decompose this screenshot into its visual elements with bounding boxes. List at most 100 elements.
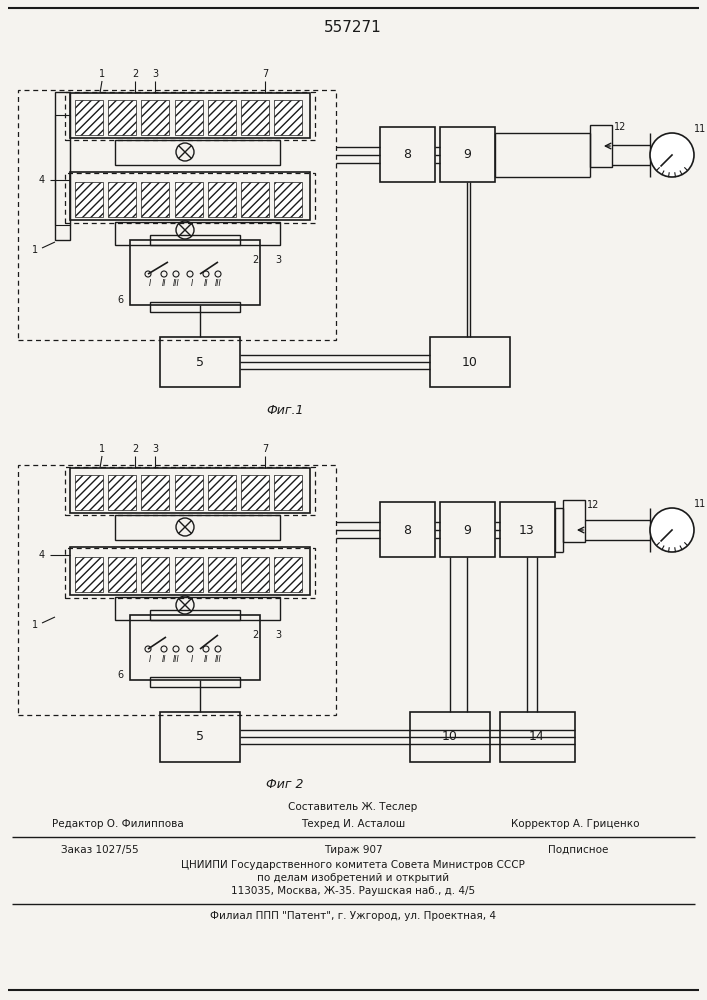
Bar [175, 557, 203, 592]
Bar [115, 597, 280, 620]
Bar [500, 502, 555, 557]
Text: 12: 12 [614, 122, 626, 132]
Bar [274, 100, 302, 135]
Text: 2: 2 [252, 630, 258, 640]
Text: 3: 3 [275, 255, 281, 265]
Text: 2: 2 [132, 444, 138, 454]
Text: 13: 13 [519, 524, 535, 536]
Text: Составитель Ж. Теслер: Составитель Ж. Теслер [288, 802, 418, 812]
Bar [380, 127, 435, 182]
Bar [141, 475, 169, 510]
Bar [208, 557, 236, 592]
Text: 1: 1 [32, 620, 38, 630]
Bar [65, 92, 315, 140]
Text: 5: 5 [196, 730, 204, 744]
Text: 1: 1 [32, 245, 38, 255]
Bar [241, 100, 269, 135]
Bar [175, 100, 203, 135]
Bar [274, 475, 302, 510]
Bar [150, 677, 240, 687]
Bar [108, 557, 136, 592]
Bar [241, 557, 269, 592]
Bar [150, 235, 240, 245]
Bar [108, 182, 136, 217]
Text: Заказ 1027/55: Заказ 1027/55 [62, 845, 139, 855]
Text: 9: 9 [463, 148, 471, 161]
Bar [440, 502, 495, 557]
Text: 10: 10 [442, 730, 458, 744]
Text: 8: 8 [403, 148, 411, 161]
Text: 1: 1 [99, 444, 105, 454]
Text: II: II [162, 279, 166, 288]
Bar [160, 712, 240, 762]
Bar [175, 475, 203, 510]
Text: III: III [215, 654, 221, 664]
Bar [115, 515, 280, 540]
Text: II: II [204, 279, 209, 288]
Text: III: III [173, 279, 180, 288]
Text: Корректор А. Гриценко: Корректор А. Гриценко [510, 819, 639, 829]
Bar [241, 475, 269, 510]
Text: 2: 2 [132, 69, 138, 79]
Text: 3: 3 [275, 630, 281, 640]
Bar [55, 115, 70, 225]
Circle shape [650, 508, 694, 552]
Bar [75, 557, 103, 592]
Text: Тираж 907: Тираж 907 [324, 845, 382, 855]
Text: Редактор О. Филиппова: Редактор О. Филиппова [52, 819, 184, 829]
Text: I: I [191, 279, 193, 288]
Bar [150, 302, 240, 312]
Bar [115, 140, 280, 165]
Text: 14: 14 [529, 730, 545, 744]
Text: 9: 9 [463, 524, 471, 536]
Text: 5: 5 [196, 356, 204, 368]
Bar [75, 475, 103, 510]
Bar [75, 182, 103, 217]
Bar [108, 475, 136, 510]
Bar [150, 610, 240, 620]
Bar [563, 500, 585, 542]
Text: 7: 7 [262, 444, 268, 454]
Text: Подписное: Подписное [548, 845, 608, 855]
Text: 8: 8 [403, 524, 411, 536]
Bar [590, 125, 612, 167]
Bar [380, 502, 435, 557]
Bar [241, 182, 269, 217]
Text: Фиг 2: Фиг 2 [267, 778, 304, 792]
Text: Фиг.1: Фиг.1 [267, 403, 304, 416]
Bar [430, 337, 510, 387]
Text: 7: 7 [262, 69, 268, 79]
Bar [141, 100, 169, 135]
Text: I: I [149, 279, 151, 288]
Text: 3: 3 [152, 444, 158, 454]
Text: 1: 1 [99, 69, 105, 79]
Bar [18, 465, 336, 715]
Text: по делам изобретений и открытий: по делам изобретений и открытий [257, 873, 449, 883]
Bar [160, 337, 240, 387]
Text: 6: 6 [117, 295, 123, 305]
Bar [274, 557, 302, 592]
Bar [70, 468, 310, 513]
Text: Филиал ППП "Патент", г. Ужгород, ул. Проектная, 4: Филиал ППП "Патент", г. Ужгород, ул. Про… [210, 911, 496, 921]
Bar [500, 712, 575, 762]
Text: III: III [215, 279, 221, 288]
Bar [65, 548, 315, 598]
Text: II: II [162, 654, 166, 664]
Bar [130, 240, 260, 305]
Bar [65, 467, 315, 515]
Bar [130, 615, 260, 680]
Text: 4: 4 [39, 175, 45, 185]
Bar [141, 557, 169, 592]
Text: 11: 11 [694, 499, 706, 509]
Text: III: III [173, 654, 180, 664]
Bar [141, 182, 169, 217]
Bar [274, 182, 302, 217]
Text: 2: 2 [252, 255, 258, 265]
Bar [18, 90, 336, 340]
Text: 10: 10 [462, 356, 478, 368]
Bar [55, 92, 70, 240]
Bar [175, 182, 203, 217]
Text: 11: 11 [694, 124, 706, 134]
Text: 3: 3 [152, 69, 158, 79]
Bar [208, 475, 236, 510]
